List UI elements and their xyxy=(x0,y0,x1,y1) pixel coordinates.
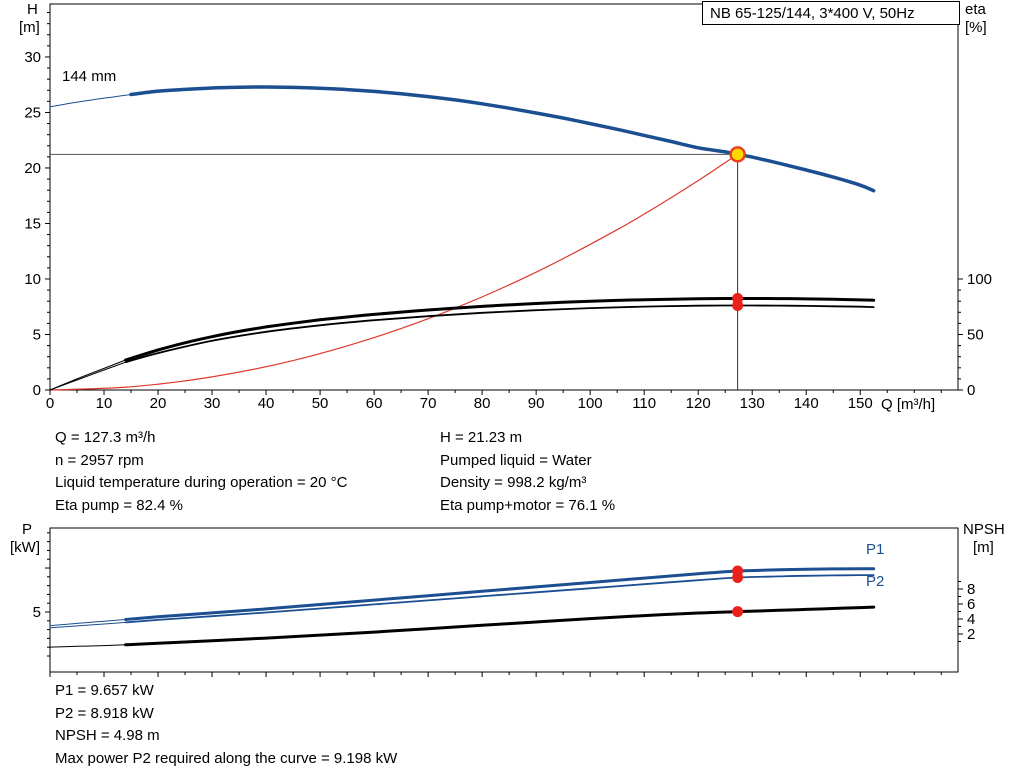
svg-text:25: 25 xyxy=(24,104,41,121)
svg-text:120: 120 xyxy=(686,395,711,412)
svg-text:5: 5 xyxy=(33,604,41,621)
svg-text:8: 8 xyxy=(967,581,975,598)
pump-title-box: NB 65-125/144, 3*400 V, 50Hz xyxy=(702,1,960,25)
p-axis-title: P xyxy=(22,521,33,538)
svg-text:2: 2 xyxy=(967,626,975,643)
svg-text:15: 15 xyxy=(24,215,41,232)
svg-text:10: 10 xyxy=(96,395,113,412)
info-line-density: Density = 998.2 kg/m³ xyxy=(440,474,587,492)
svg-text:60: 60 xyxy=(366,395,383,412)
npsh-axis-unit: [m] xyxy=(973,539,994,556)
svg-text:80: 80 xyxy=(474,395,491,412)
svg-text:0: 0 xyxy=(33,382,41,399)
svg-text:150: 150 xyxy=(848,395,873,412)
impeller-size-label: 144 mm xyxy=(62,68,117,85)
svg-text:30: 30 xyxy=(24,49,41,66)
h-axis-unit: [m] xyxy=(19,19,40,36)
info-line-npsh: NPSH = 4.98 m xyxy=(55,727,160,745)
svg-text:10: 10 xyxy=(24,271,41,288)
p1-curve-label: P1 xyxy=(866,541,885,558)
svg-text:30: 30 xyxy=(204,395,221,412)
info-line-p2: P2 = 8.918 kW xyxy=(55,704,154,722)
operating-data-left-column: Q = 127.3 m³/h n = 2957 rpm Liquid tempe… xyxy=(55,427,347,517)
npsh-axis-title: NPSH xyxy=(963,521,1005,538)
info-line-temp: Liquid temperature during operation = 20… xyxy=(55,474,348,492)
operating-data-right-column: H = 21.23 m Pumped liquid = Water Densit… xyxy=(440,427,615,517)
svg-text:5: 5 xyxy=(33,326,41,343)
svg-text:100: 100 xyxy=(578,395,603,412)
svg-text:140: 140 xyxy=(794,395,819,412)
info-line-q: Q = 127.3 m³/h xyxy=(55,429,156,446)
svg-text:4: 4 xyxy=(967,611,975,628)
info-line-maxpower: Max power P2 required along the curve = … xyxy=(55,749,398,767)
qh-eta-chart: 0 10 20 30 40 50 60 70 80 90 100 110 120 130 140 150051… xyxy=(24,3,992,412)
info-line-liquid: Pumped liquid = Water xyxy=(440,451,592,469)
svg-text:90: 90 xyxy=(528,395,545,412)
svg-text:70: 70 xyxy=(420,395,437,412)
svg-text:6: 6 xyxy=(967,596,975,613)
eta-axis-unit: [%] xyxy=(965,19,987,36)
info-line-eta-pump: Eta pump = 82.4 % xyxy=(55,496,183,514)
svg-text:100: 100 xyxy=(967,271,992,288)
p-axis-unit: [kW] xyxy=(10,539,40,556)
p2-curve-label: P2 xyxy=(866,573,885,590)
info-line-n: n = 2957 rpm xyxy=(55,451,144,469)
svg-text:50: 50 xyxy=(312,395,329,412)
svg-text:20: 20 xyxy=(24,160,41,177)
svg-text:0: 0 xyxy=(46,395,54,412)
info-line-h: H = 21.23 m xyxy=(440,429,523,446)
info-line-p1: P1 = 9.657 kW xyxy=(55,682,154,699)
svg-text:110: 110 xyxy=(632,395,656,412)
info-line-eta-total: Eta pump+motor = 76.1 % xyxy=(440,496,616,514)
svg-text:130: 130 xyxy=(740,395,765,412)
svg-text:20: 20 xyxy=(150,395,167,412)
h-axis-title: H xyxy=(27,1,38,18)
result-data-block: P1 = 9.657 kW P2 = 8.918 kW NPSH = 4.98 … xyxy=(55,680,397,770)
svg-text:50: 50 xyxy=(967,326,984,343)
q-axis-title: Q [m³/h] xyxy=(881,396,936,413)
svg-text:40: 40 xyxy=(258,395,275,412)
svg-text:0: 0 xyxy=(967,382,975,399)
eta-axis-title: eta xyxy=(965,1,986,18)
